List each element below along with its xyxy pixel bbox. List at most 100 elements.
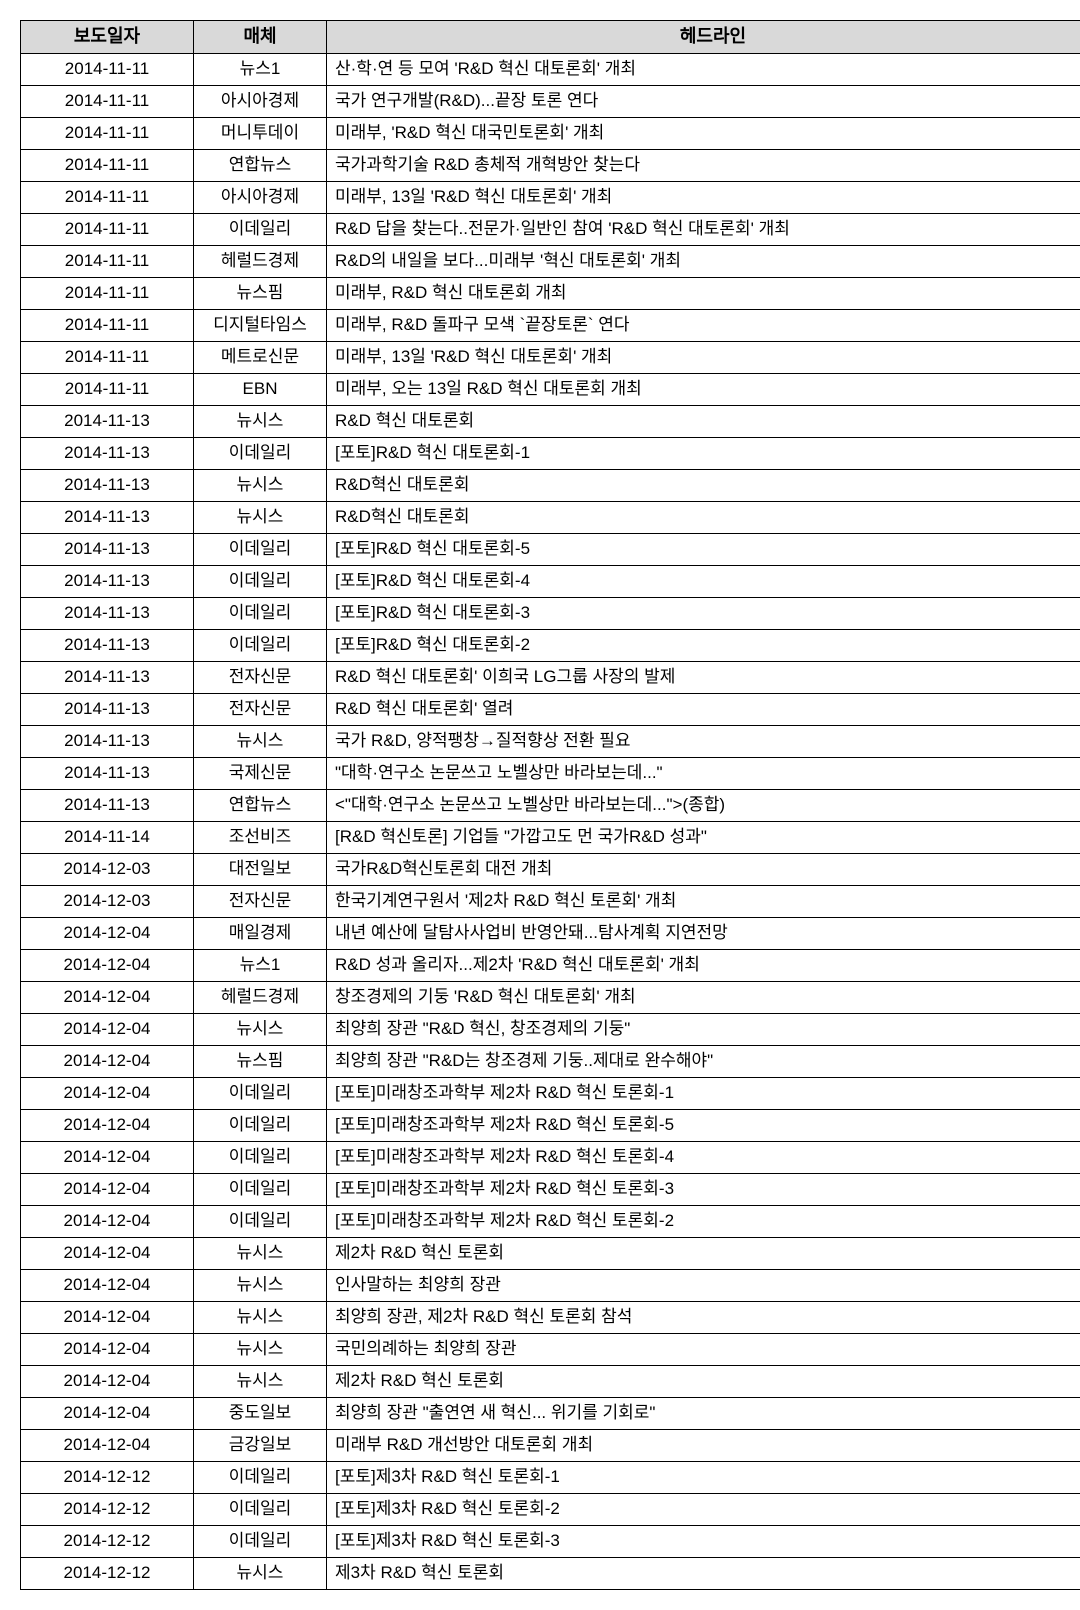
cell-headline: [포토]미래창조과학부 제2차 R&D 혁신 토론회-3 [327, 1173, 1080, 1205]
cell-media: 메트로신문 [194, 341, 327, 373]
cell-headline: 국가 R&D, 양적팽창→질적향상 전환 필요 [327, 725, 1080, 757]
cell-media: 뉴시스 [194, 1557, 327, 1589]
cell-media: 대전일보 [194, 853, 327, 885]
cell-media: 뉴시스 [194, 1365, 327, 1397]
cell-headline: 미래부, R&D 혁신 대토론회 개최 [327, 277, 1080, 309]
cell-date: 2014-11-11 [21, 85, 194, 117]
cell-headline: 국가R&D혁신토론회 대전 개최 [327, 853, 1080, 885]
cell-headline: [포토]R&D 혁신 대토론회-1 [327, 437, 1080, 469]
cell-media: 뉴시스 [194, 1301, 327, 1333]
cell-headline: 제3차 R&D 혁신 토론회 [327, 1557, 1080, 1589]
cell-date: 2014-11-13 [21, 629, 194, 661]
cell-date: 2014-11-13 [21, 789, 194, 821]
table-row: 2014-12-04이데일리[포토]미래창조과학부 제2차 R&D 혁신 토론회… [21, 1077, 1080, 1109]
cell-media: 헤럴드경제 [194, 981, 327, 1013]
table-row: 2014-11-11연합뉴스국가과학기술 R&D 총체적 개혁방안 찾는다 [21, 149, 1080, 181]
cell-media: 전자신문 [194, 885, 327, 917]
table-row: 2014-11-13뉴시스R&D 혁신 대토론회 [21, 405, 1080, 437]
cell-date: 2014-11-11 [21, 373, 194, 405]
cell-headline: [포토]R&D 혁신 대토론회-4 [327, 565, 1080, 597]
cell-media: 국제신문 [194, 757, 327, 789]
cell-media: 이데일리 [194, 1173, 327, 1205]
cell-media: 이데일리 [194, 533, 327, 565]
cell-media: 뉴스핌 [194, 277, 327, 309]
cell-headline: 내년 예산에 달탐사사업비 반영안돼...탐사계획 지연전망 [327, 917, 1080, 949]
cell-media: 이데일리 [194, 1205, 327, 1237]
cell-date: 2014-12-04 [21, 1205, 194, 1237]
cell-media: 뉴스핌 [194, 1045, 327, 1077]
table-row: 2014-12-12이데일리[포토]제3차 R&D 혁신 토론회-2 [21, 1493, 1080, 1525]
cell-media: 이데일리 [194, 597, 327, 629]
cell-headline: [포토]제3차 R&D 혁신 토론회-3 [327, 1525, 1080, 1557]
table-row: 2014-12-04뉴시스국민의례하는 최양희 장관 [21, 1333, 1080, 1365]
table-row: 2014-12-04뉴시스최양희 장관 "R&D 혁신, 창조경제의 기둥" [21, 1013, 1080, 1045]
table-row: 2014-11-13이데일리[포토]R&D 혁신 대토론회-2 [21, 629, 1080, 661]
cell-date: 2014-11-13 [21, 597, 194, 629]
table-row: 2014-11-11이데일리R&D 답을 찾는다..전문가·일반인 참여 'R&… [21, 213, 1080, 245]
cell-headline: 국가 연구개발(R&D)...끝장 토론 연다 [327, 85, 1080, 117]
table-row: 2014-11-13뉴시스국가 R&D, 양적팽창→질적향상 전환 필요 [21, 725, 1080, 757]
header-date: 보도일자 [21, 21, 194, 54]
cell-media: 뉴시스 [194, 405, 327, 437]
cell-date: 2014-12-03 [21, 885, 194, 917]
cell-date: 2014-11-13 [21, 661, 194, 693]
cell-date: 2014-12-04 [21, 917, 194, 949]
table-row: 2014-12-04이데일리[포토]미래창조과학부 제2차 R&D 혁신 토론회… [21, 1109, 1080, 1141]
cell-date: 2014-11-11 [21, 341, 194, 373]
cell-headline: 인사말하는 최양희 장관 [327, 1269, 1080, 1301]
cell-date: 2014-11-13 [21, 405, 194, 437]
table-row: 2014-12-04이데일리[포토]미래창조과학부 제2차 R&D 혁신 토론회… [21, 1173, 1080, 1205]
cell-media: 아시아경제 [194, 85, 327, 117]
cell-media: 머니투데이 [194, 117, 327, 149]
cell-media: 뉴시스 [194, 1013, 327, 1045]
cell-headline: [포토]미래창조과학부 제2차 R&D 혁신 토론회-5 [327, 1109, 1080, 1141]
cell-date: 2014-11-11 [21, 149, 194, 181]
table-row: 2014-12-03전자신문한국기계연구원서 '제2차 R&D 혁신 토론회' … [21, 885, 1080, 917]
cell-headline: 국민의례하는 최양희 장관 [327, 1333, 1080, 1365]
cell-date: 2014-11-11 [21, 245, 194, 277]
cell-date: 2014-11-11 [21, 213, 194, 245]
cell-media: 헤럴드경제 [194, 245, 327, 277]
cell-date: 2014-11-13 [21, 501, 194, 533]
table-row: 2014-11-13이데일리[포토]R&D 혁신 대토론회-5 [21, 533, 1080, 565]
table-row: 2014-11-13이데일리[포토]R&D 혁신 대토론회-1 [21, 437, 1080, 469]
table-row: 2014-12-04매일경제내년 예산에 달탐사사업비 반영안돼...탐사계획 … [21, 917, 1080, 949]
cell-date: 2014-12-04 [21, 1269, 194, 1301]
cell-date: 2014-12-04 [21, 1141, 194, 1173]
cell-headline: R&D 성과 올리자...제2차 'R&D 혁신 대토론회' 개최 [327, 949, 1080, 981]
table-row: 2014-11-11아시아경제미래부, 13일 'R&D 혁신 대토론회' 개최 [21, 181, 1080, 213]
cell-headline: [포토]R&D 혁신 대토론회-3 [327, 597, 1080, 629]
cell-date: 2014-11-13 [21, 757, 194, 789]
cell-media: 디지털타임스 [194, 309, 327, 341]
cell-headline: [포토]제3차 R&D 혁신 토론회-2 [327, 1493, 1080, 1525]
cell-media: 이데일리 [194, 1493, 327, 1525]
cell-date: 2014-12-04 [21, 1013, 194, 1045]
cell-date: 2014-11-14 [21, 821, 194, 853]
cell-headline: 산·학·연 등 모여 'R&D 혁신 대토론회' 개최 [327, 53, 1080, 85]
cell-media: 매일경제 [194, 917, 327, 949]
table-row: 2014-12-04뉴시스최양희 장관, 제2차 R&D 혁신 토론회 참석 [21, 1301, 1080, 1333]
cell-date: 2014-11-11 [21, 117, 194, 149]
table-row: 2014-11-11메트로신문미래부, 13일 'R&D 혁신 대토론회' 개최 [21, 341, 1080, 373]
table-row: 2014-11-13이데일리[포토]R&D 혁신 대토론회-3 [21, 597, 1080, 629]
cell-media: 연합뉴스 [194, 149, 327, 181]
cell-date: 2014-12-04 [21, 1109, 194, 1141]
table-row: 2014-12-12이데일리[포토]제3차 R&D 혁신 토론회-3 [21, 1525, 1080, 1557]
table-row: 2014-11-13국제신문"대학·연구소 논문쓰고 노벨상만 바라보는데...… [21, 757, 1080, 789]
cell-headline: 미래부, R&D 돌파구 모색 `끝장토론` 연다 [327, 309, 1080, 341]
cell-headline: R&D의 내일을 보다...미래부 '혁신 대토론회' 개최 [327, 245, 1080, 277]
cell-headline: [포토]R&D 혁신 대토론회-5 [327, 533, 1080, 565]
cell-media: 뉴스1 [194, 949, 327, 981]
cell-media: 이데일리 [194, 1077, 327, 1109]
cell-headline: [포토]미래창조과학부 제2차 R&D 혁신 토론회-2 [327, 1205, 1080, 1237]
cell-media: 이데일리 [194, 1141, 327, 1173]
table-row: 2014-11-11뉴스핌미래부, R&D 혁신 대토론회 개최 [21, 277, 1080, 309]
cell-headline: 미래부, 13일 'R&D 혁신 대토론회' 개최 [327, 341, 1080, 373]
cell-media: 이데일리 [194, 1461, 327, 1493]
cell-headline: 창조경제의 기둥 'R&D 혁신 대토론회' 개최 [327, 981, 1080, 1013]
cell-media: 뉴시스 [194, 469, 327, 501]
table-row: 2014-11-13뉴시스R&D혁신 대토론회 [21, 469, 1080, 501]
table-row: 2014-12-04뉴시스제2차 R&D 혁신 토론회 [21, 1237, 1080, 1269]
table-row: 2014-12-04뉴시스제2차 R&D 혁신 토론회 [21, 1365, 1080, 1397]
cell-headline: R&D 혁신 대토론회 [327, 405, 1080, 437]
